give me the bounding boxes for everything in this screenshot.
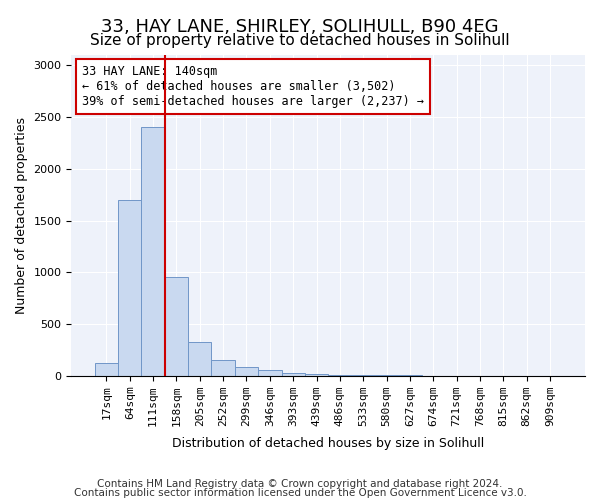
Bar (142, 128, 165, 376)
Text: 33 HAY LANE: 140sqm
← 61% of detached houses are smaller (3,502)
39% of semi-det: 33 HAY LANE: 140sqm ← 61% of detached ho… (82, 64, 424, 108)
Bar (211, 360, 235, 376)
Text: 33, HAY LANE, SHIRLEY, SOLIHULL, B90 4EG: 33, HAY LANE, SHIRLEY, SOLIHULL, B90 4EG (101, 18, 499, 36)
Bar (165, 278, 188, 376)
Bar (258, 370, 281, 376)
Bar (95, 364, 118, 376)
Bar (235, 368, 258, 376)
Text: Contains HM Land Registry data © Crown copyright and database right 2024.: Contains HM Land Registry data © Crown c… (97, 479, 503, 489)
Bar (188, 342, 211, 376)
Bar (352, 375, 375, 376)
Y-axis label: Number of detached properties: Number of detached properties (15, 117, 28, 314)
Text: Contains public sector information licensed under the Open Government Licence v3: Contains public sector information licen… (74, 488, 526, 498)
Text: Size of property relative to detached houses in Solihull: Size of property relative to detached ho… (90, 32, 510, 48)
Bar (281, 372, 305, 376)
Bar (328, 375, 352, 376)
Bar (305, 374, 328, 376)
Bar (118, 200, 142, 376)
X-axis label: Distribution of detached houses by size in Solihull: Distribution of detached houses by size … (172, 437, 484, 450)
